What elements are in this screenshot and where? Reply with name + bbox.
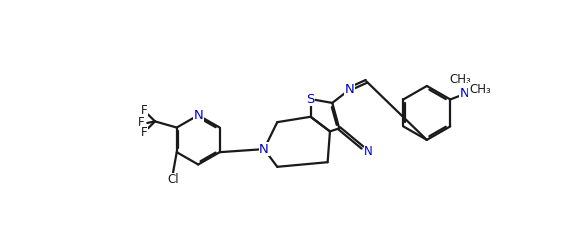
- Text: F: F: [141, 126, 147, 139]
- Text: F: F: [141, 104, 147, 117]
- Text: Cl: Cl: [167, 173, 179, 186]
- Text: N: N: [344, 83, 354, 95]
- Text: N: N: [365, 145, 373, 158]
- Text: N: N: [459, 87, 469, 100]
- Text: F: F: [138, 116, 144, 129]
- Text: CH₃: CH₃: [469, 83, 490, 96]
- Text: CH₃: CH₃: [450, 73, 472, 86]
- Text: N: N: [259, 143, 269, 155]
- Text: S: S: [306, 93, 315, 106]
- Text: N: N: [193, 109, 203, 122]
